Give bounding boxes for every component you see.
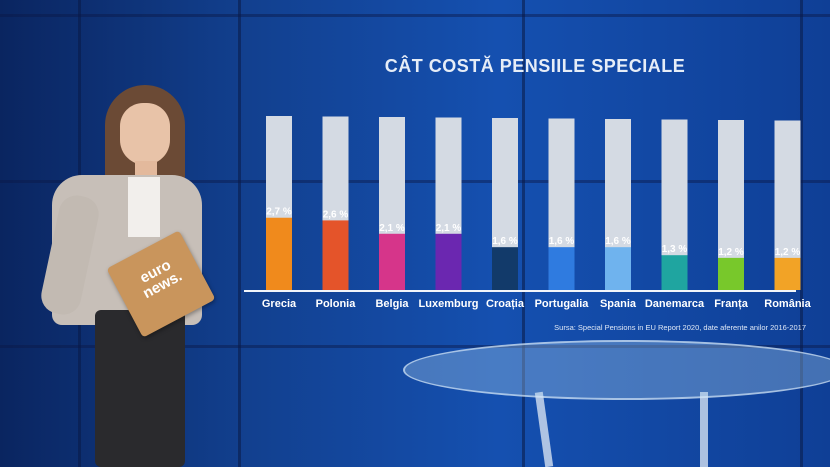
category-label: Portugalia: [535, 298, 590, 310]
video-wall-seam: [0, 345, 830, 348]
bar-7: [661, 255, 688, 290]
bar-9: [774, 257, 801, 290]
table-leg: [700, 392, 708, 467]
bar-chart: 2,7 % Grecia 2,6 % Polonia 2,1 % Belgia 2,1 % L…: [244, 116, 812, 310]
presenter: euro news.: [37, 85, 240, 467]
euronews-logo: euro news.: [129, 253, 189, 304]
presenter-shirt: [128, 177, 160, 237]
category-label: Franța: [714, 298, 749, 310]
data-label: 2,7 %: [266, 207, 292, 218]
category-label: România: [764, 298, 811, 310]
category-label: Luxemburg: [419, 298, 479, 310]
video-wall-seam: [522, 0, 525, 467]
category-label: Grecia: [262, 298, 297, 310]
bar-6: [605, 247, 631, 290]
bar-2: [379, 233, 405, 290]
data-label: 1,2 %: [718, 247, 744, 258]
data-label: 1,3 %: [662, 244, 688, 255]
category-label: Spania: [600, 298, 637, 310]
chart-source: Sursa: Special Pensions in EU Report 202…: [554, 323, 806, 332]
video-wall-seam: [0, 14, 830, 17]
chart-title: CÂT COSTĂ PENSIILE SPECIALE: [384, 56, 686, 76]
glass-table: [403, 340, 830, 400]
bar-3: [435, 233, 462, 290]
bar-1: [322, 220, 349, 290]
chart-screen: CÂT COSTĂ PENSIILE SPECIALE 2,7 % Grecia 2…: [240, 20, 830, 345]
presenter-trousers: [95, 310, 185, 467]
data-label: 1,2 %: [775, 247, 801, 258]
video-wall-seam: [238, 0, 241, 467]
category-label: Danemarca: [645, 298, 705, 310]
bar-4: [492, 247, 518, 290]
data-label: 2,1 %: [379, 223, 405, 234]
data-label: 2,6 %: [323, 209, 349, 220]
bar-0: [266, 217, 292, 290]
data-label: 1,6 %: [492, 236, 518, 247]
video-wall-seam: [800, 0, 803, 467]
bar-5: [548, 247, 575, 290]
bar-8: [718, 257, 744, 290]
data-label: 1,6 %: [549, 236, 575, 247]
data-label: 1,6 %: [605, 236, 631, 247]
category-label: Polonia: [316, 298, 357, 310]
data-label: 2,1 %: [436, 223, 462, 234]
category-label: Belgia: [375, 298, 409, 310]
category-label: Croația: [486, 298, 525, 310]
video-wall-seam: [0, 180, 830, 183]
presenter-face: [120, 103, 170, 165]
